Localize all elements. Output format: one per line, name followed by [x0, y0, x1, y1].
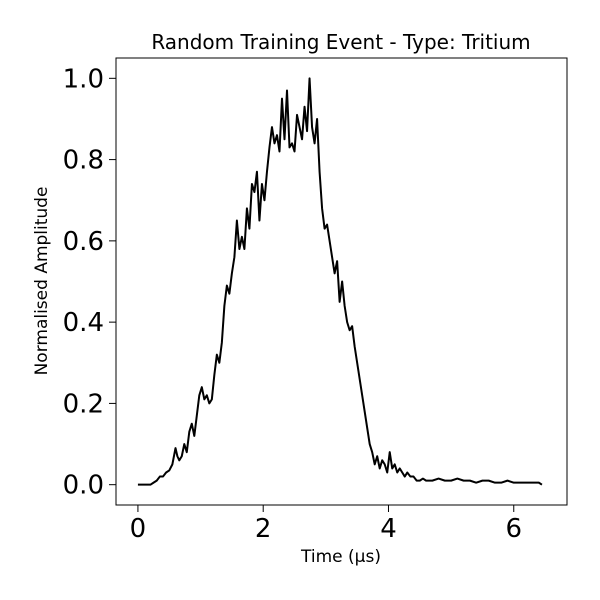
plot-area	[115, 57, 568, 506]
y-tick-label: 0.0	[63, 471, 104, 501]
x-tick-label: 6	[505, 514, 522, 544]
chart-title: Random Training Event - Type: Tritium	[151, 30, 530, 54]
y-tick-label: 0.8	[63, 146, 104, 176]
y-tick-label: 1.0	[63, 64, 104, 94]
x-axis-ticks: 0 2 4 6	[130, 505, 522, 544]
x-tick-label: 0	[130, 514, 147, 544]
x-axis-label: Time (μs)	[300, 547, 381, 567]
x-tick-label: 4	[380, 514, 397, 544]
y-axis-label: Normalised Amplitude	[32, 187, 52, 376]
y-axis-ticks: 0.0 0.2 0.4 0.6 0.8 1.0	[63, 64, 116, 501]
y-tick-label: 0.2	[63, 389, 104, 419]
y-tick-label: 0.6	[63, 227, 104, 257]
data-line	[137, 77, 543, 486]
y-tick-label: 0.4	[63, 308, 104, 338]
axes-frame	[115, 57, 568, 506]
x-tick-label: 2	[255, 514, 272, 544]
